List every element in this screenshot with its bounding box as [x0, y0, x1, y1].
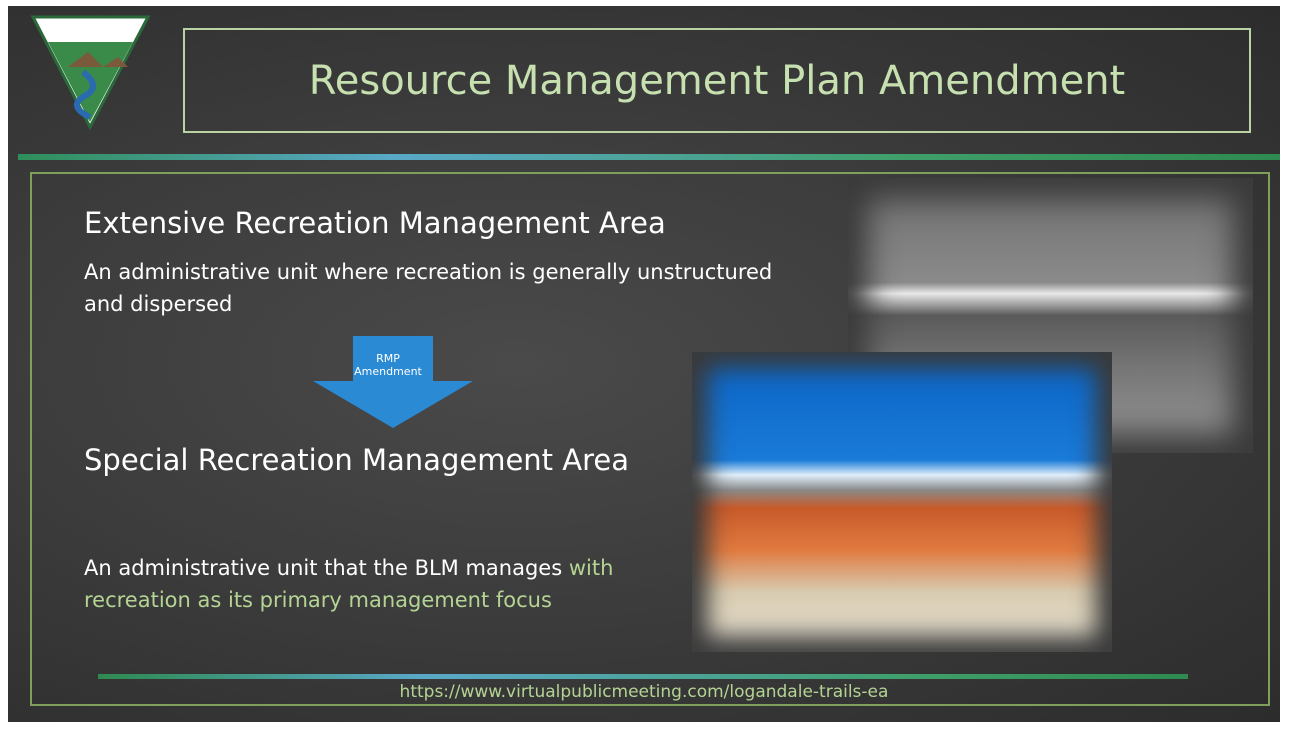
arrow-label-line: RMP — [338, 352, 438, 365]
arrow-label-line: Amendment — [338, 365, 438, 378]
arrow — [308, 336, 478, 431]
slide: Resource Management Plan Amendment Exten… — [8, 6, 1280, 722]
divider — [18, 154, 1280, 160]
description: An administrative unit where recreation … — [84, 256, 784, 320]
arrow-label: RMP Amendment — [338, 352, 438, 378]
divider — [98, 674, 1188, 679]
title-box: Resource Management Plan Amendment — [183, 28, 1251, 133]
heading: Extensive Recreation Management Area — [84, 194, 666, 252]
url: https://www.virtualpublicmeeting.com/log… — [8, 682, 1280, 702]
title: Resource Management Plan Amendment — [309, 58, 1125, 104]
description: An administrative unit that the BLM mana… — [84, 552, 684, 616]
description-part: An administrative unit that the BLM mana… — [84, 556, 562, 580]
logo — [28, 12, 158, 132]
photo — [692, 352, 1112, 652]
heading: Special Recreation Management Area — [84, 431, 684, 489]
